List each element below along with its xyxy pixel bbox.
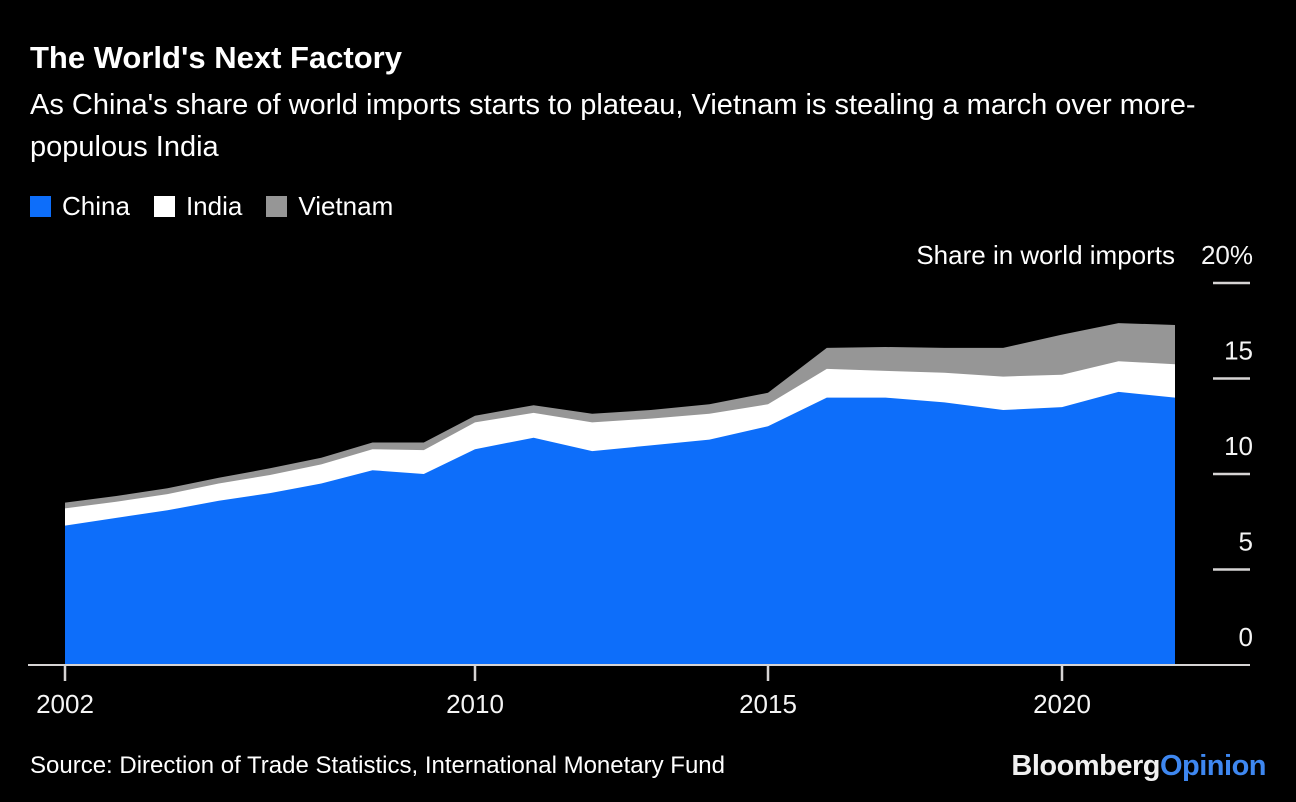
y-axis-title: Share in world imports — [916, 240, 1175, 270]
chart-title: The World's Next Factory — [30, 40, 402, 75]
x-tick-label-2020: 2020 — [1033, 689, 1091, 719]
legend-swatch-vietnam — [266, 196, 288, 217]
logo-bloomberg: Bloomberg — [1011, 750, 1160, 782]
y-tick-label-10: 10 — [1224, 431, 1253, 461]
legend-swatch-china — [30, 196, 51, 217]
x-tick-label-2010: 2010 — [446, 689, 504, 719]
x-tick-label-2015: 2015 — [739, 689, 797, 719]
legend: China India Vietnam — [30, 191, 393, 222]
y-tick-label-15: 15 — [1224, 336, 1253, 366]
legend-label-india: India — [185, 191, 243, 221]
legend-item-india: India — [153, 191, 243, 222]
y-tick-label-0: 0 — [1239, 622, 1253, 652]
legend-item-vietnam: Vietnam — [266, 191, 393, 222]
legend-label-vietnam: Vietnam — [298, 191, 394, 221]
source-note: Source: Direction of Trade Statistics, I… — [30, 752, 726, 779]
y-tick-label-5: 5 — [1239, 527, 1253, 557]
y-tick-label-20: 20% — [1201, 240, 1253, 270]
bloomberg-opinion-logo: BloombergOpinion — [1011, 750, 1266, 783]
legend-swatch-india — [153, 196, 175, 217]
logo-opinion: Opinion — [1159, 750, 1267, 782]
x-tick-label-2002: 2002 — [36, 689, 94, 719]
legend-label-china: China — [62, 191, 130, 221]
chart-subtitle: As China's share of world imports starts… — [30, 89, 1196, 163]
area-china — [65, 391, 1175, 665]
legend-item-china: China — [30, 191, 130, 222]
